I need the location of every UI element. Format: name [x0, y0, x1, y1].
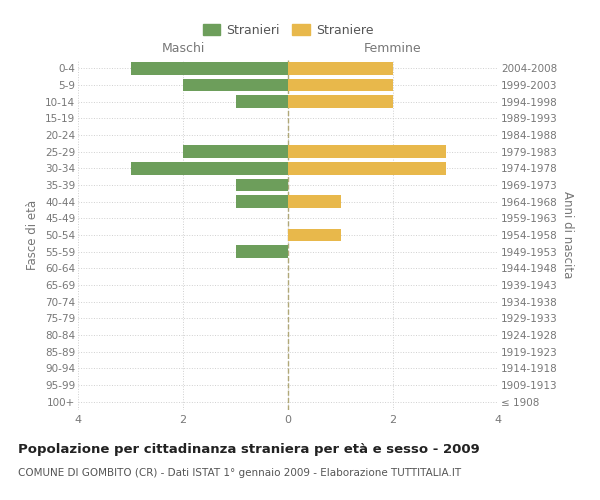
- Bar: [288, 196, 341, 208]
- Bar: [288, 79, 393, 92]
- Bar: [288, 229, 341, 241]
- Bar: [235, 96, 288, 108]
- Bar: [235, 179, 288, 192]
- Bar: [130, 162, 288, 174]
- Text: Popolazione per cittadinanza straniera per età e sesso - 2009: Popolazione per cittadinanza straniera p…: [18, 442, 480, 456]
- Text: COMUNE DI GOMBITO (CR) - Dati ISTAT 1° gennaio 2009 - Elaborazione TUTTITALIA.IT: COMUNE DI GOMBITO (CR) - Dati ISTAT 1° g…: [18, 468, 461, 477]
- Y-axis label: Anni di nascita: Anni di nascita: [561, 192, 574, 278]
- Bar: [288, 162, 445, 174]
- Bar: [183, 146, 288, 158]
- Text: Femmine: Femmine: [364, 42, 422, 55]
- Bar: [130, 62, 288, 74]
- Bar: [235, 196, 288, 208]
- Bar: [288, 62, 393, 74]
- Bar: [288, 146, 445, 158]
- Bar: [183, 79, 288, 92]
- Bar: [235, 246, 288, 258]
- Bar: [288, 96, 393, 108]
- Y-axis label: Fasce di età: Fasce di età: [26, 200, 40, 270]
- Legend: Stranieri, Straniere: Stranieri, Straniere: [197, 18, 379, 42]
- Text: Maschi: Maschi: [161, 42, 205, 55]
